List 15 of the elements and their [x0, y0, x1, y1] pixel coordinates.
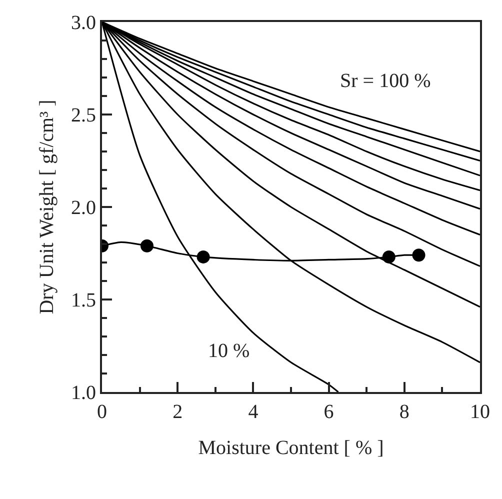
- y-axis-title: Dry Unit Weight [ gf/cm³ ]: [36, 100, 58, 314]
- x-axis-title: Moisture Content [ % ]: [198, 437, 384, 459]
- y-tick-label: 2.5: [71, 104, 96, 126]
- x-tick-label: 2: [172, 401, 183, 423]
- annotation: 10 %: [208, 340, 250, 362]
- y-tick-label: 1.5: [71, 290, 96, 312]
- x-tick-label: 8: [399, 401, 410, 423]
- x-tick-label: 0: [97, 401, 107, 423]
- y-tick-label: 1.0: [71, 382, 96, 404]
- x-tick-label: 4: [248, 401, 258, 423]
- x-tick-label: 10: [470, 401, 490, 423]
- annotation: Sr = 100 %: [340, 70, 431, 92]
- y-tick-label: 2.0: [71, 197, 96, 219]
- y-tick-label: 3.0: [71, 12, 96, 34]
- x-tick-label: 6: [324, 401, 334, 423]
